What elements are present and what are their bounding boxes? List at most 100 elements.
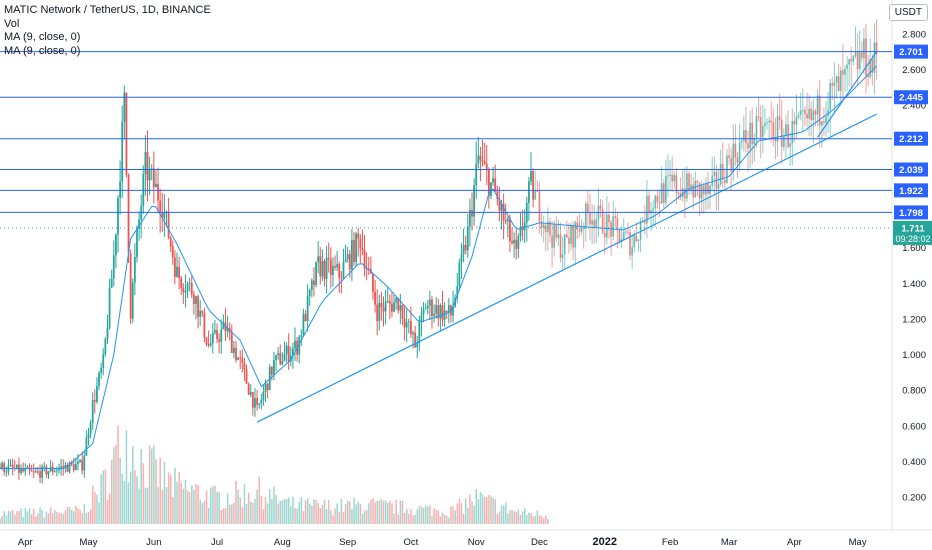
volume-bar (106, 499, 109, 524)
volume-bar (28, 508, 31, 524)
candle-body (39, 471, 41, 478)
candle-body (542, 224, 545, 228)
candle-body (340, 277, 343, 279)
volume-bar (205, 490, 208, 524)
currency-button[interactable]: USDT (888, 4, 928, 21)
candle-body (544, 224, 547, 233)
volume-bar (530, 512, 532, 524)
candle-body (393, 302, 395, 312)
volume-bar (159, 457, 161, 524)
candle-body (806, 113, 808, 119)
candle-body (53, 471, 56, 473)
candle-body (119, 181, 122, 199)
candle-body (353, 240, 355, 263)
volume-bar (395, 499, 397, 524)
candle-body (496, 191, 499, 199)
candle-body (519, 226, 522, 237)
volume-bar (319, 508, 322, 524)
candle-body (656, 196, 659, 203)
candle-body (279, 353, 282, 365)
volume-bar (33, 508, 35, 524)
candle-body (157, 183, 159, 201)
volume-bar (138, 488, 140, 524)
candle-body (719, 163, 722, 185)
candle-body (707, 183, 709, 194)
candle-body (216, 329, 218, 340)
candle-body (192, 294, 195, 305)
candle-body (437, 305, 440, 319)
candle-body (306, 295, 309, 321)
volume-indicator-label[interactable]: Vol (4, 17, 20, 30)
volume-bar (540, 515, 543, 524)
candle-body (483, 161, 486, 164)
volume-bar (233, 502, 235, 524)
candle-body (350, 240, 353, 270)
candle-body (511, 241, 513, 244)
candle-body (858, 52, 861, 69)
candle-body (243, 362, 246, 370)
volume-bar (336, 503, 338, 524)
candle-body (424, 308, 427, 310)
volume-bar (437, 510, 440, 524)
volume-bar (68, 507, 71, 524)
candle-body (494, 178, 497, 192)
volume-bar (376, 500, 378, 524)
candle-body (854, 51, 857, 57)
volume-bar (372, 498, 374, 524)
candle-body (517, 236, 520, 249)
volume-bar (54, 510, 56, 524)
volume-bar (273, 486, 275, 524)
candle-body (384, 301, 387, 312)
candle-body (313, 280, 315, 285)
candle-body (848, 59, 851, 65)
ma-indicator-label-1[interactable]: MA (9, close, 0) (4, 31, 81, 43)
candle-body (412, 332, 414, 335)
candle-body (456, 286, 459, 298)
volume-bar (83, 504, 86, 524)
volume-bar (414, 515, 416, 524)
candle-body (639, 220, 642, 240)
volume-bar (1, 515, 3, 524)
candle-body (869, 59, 872, 78)
trendline-1[interactable] (256, 113, 877, 423)
trendline-2[interactable] (817, 51, 878, 138)
volume-bar (515, 512, 518, 524)
volume-bar (64, 510, 67, 524)
candle-body (523, 222, 526, 231)
volume-bar (277, 503, 279, 524)
candle-body (43, 466, 46, 468)
volume-bar (146, 487, 149, 524)
candle-body (464, 245, 467, 251)
candle-body (498, 198, 501, 211)
symbol-title[interactable]: MATIC Network / TetherUS, 1D, BINANCE (4, 4, 211, 16)
volume-bar (382, 500, 385, 524)
price-tick-label: 0.600 (902, 421, 926, 432)
volume-bar (498, 511, 501, 524)
volume-bar (488, 494, 490, 524)
volume-bar (534, 515, 537, 524)
time-tick-label: Apr (18, 537, 33, 548)
candle-body (260, 399, 263, 404)
volume-bar (464, 498, 467, 524)
candle-body (241, 358, 244, 363)
volume-bar (401, 500, 404, 524)
candle-body (608, 214, 610, 223)
candle-body (500, 203, 503, 211)
volume-bar (41, 509, 43, 524)
candle-body (738, 142, 741, 164)
volume-bar (323, 499, 326, 524)
ma-indicator-label-2[interactable]: MA (9, close, 0) (4, 44, 81, 57)
candle-body (755, 116, 758, 139)
candle-body (270, 366, 273, 375)
volume-bar (460, 503, 463, 524)
candle-body (405, 322, 408, 328)
candle-body (184, 291, 187, 293)
candle-body (763, 123, 766, 126)
candle-body (155, 183, 157, 188)
volume-bar (399, 500, 402, 524)
candle-body (245, 369, 248, 384)
candle-body (487, 170, 490, 197)
volume-bar (317, 502, 319, 524)
